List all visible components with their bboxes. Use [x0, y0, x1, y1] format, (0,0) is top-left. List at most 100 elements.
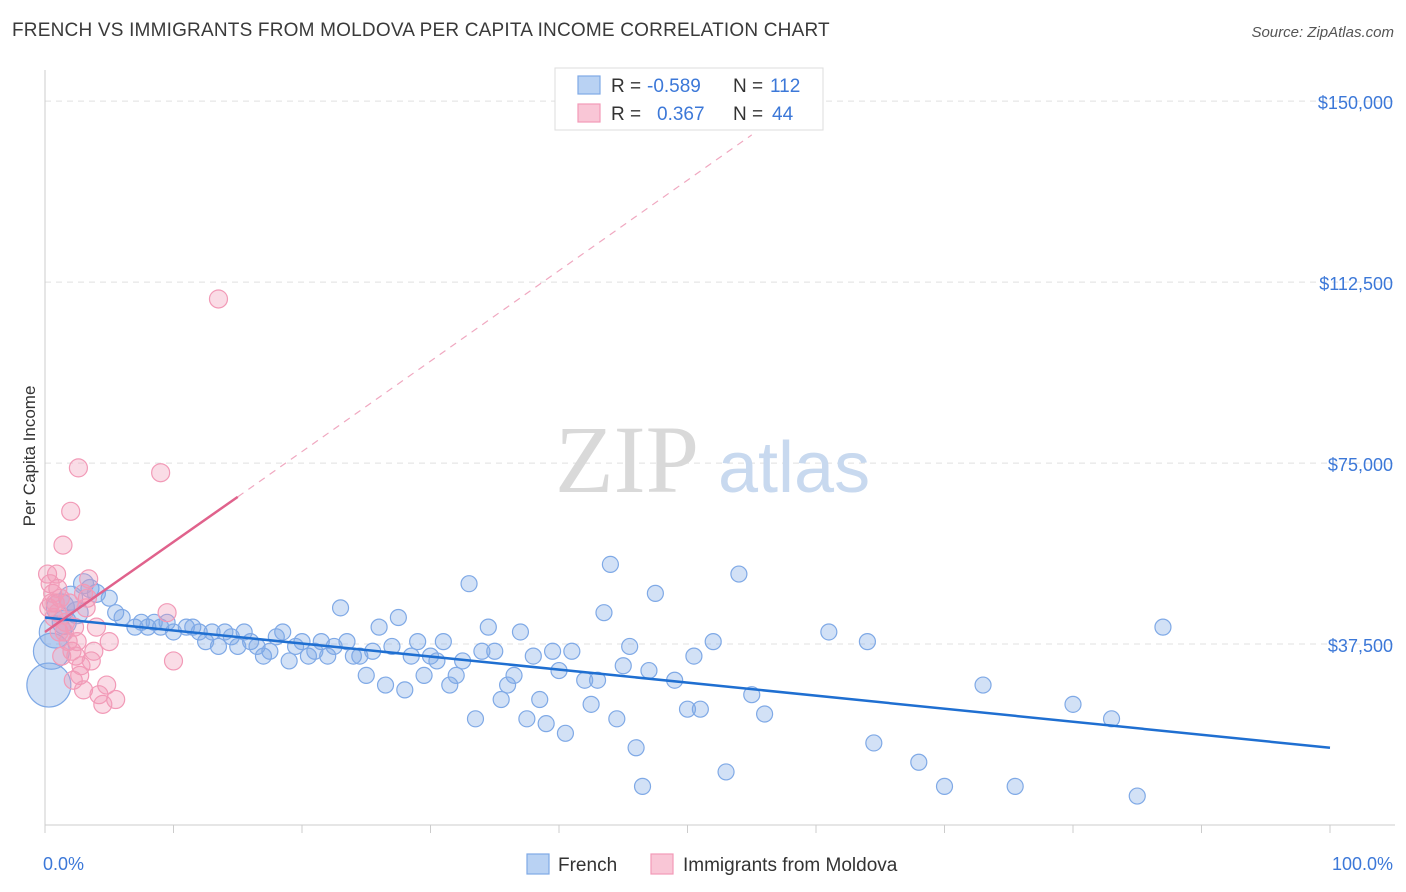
moldova-point-30	[48, 578, 68, 599]
french-point-10	[100, 589, 118, 607]
french-point-73	[518, 710, 536, 728]
moldova-point-38	[64, 617, 85, 637]
moldova-point-9	[61, 501, 81, 521]
trend-line-moldova-extension	[237, 134, 753, 498]
french-point-35	[274, 623, 292, 641]
french-point-62	[447, 666, 465, 685]
legend-n-value-moldova: 44	[772, 104, 794, 125]
moldova-point-37	[59, 593, 80, 613]
french-point-90	[633, 777, 652, 795]
french-point-25	[209, 637, 228, 656]
moldova-point-7	[55, 612, 76, 632]
trend-line-french	[44, 616, 1331, 750]
french-point-66	[473, 642, 491, 660]
french-point-80	[563, 642, 581, 660]
french-point-74	[524, 647, 542, 665]
french-point-36	[280, 652, 298, 670]
french-point-48	[357, 666, 375, 685]
legend-swatch-moldova	[577, 103, 601, 123]
french-point-50	[370, 618, 388, 636]
french-point-111	[1128, 787, 1146, 805]
french-point-69	[492, 690, 510, 709]
trend-lines	[44, 134, 1331, 750]
moldova-point-18	[84, 641, 104, 661]
series-moldova	[37, 289, 229, 714]
french-point-105	[910, 753, 928, 771]
moldova-point-32	[67, 632, 87, 652]
gridlines	[45, 100, 1395, 645]
moldova-point-13	[71, 656, 91, 676]
moldova-point-22	[97, 675, 117, 695]
moldova-point-16	[79, 569, 99, 589]
french-point-94	[678, 700, 697, 718]
x-tick-marks	[44, 825, 1331, 833]
legend-n-label-moldova: N =	[733, 104, 763, 125]
french-point-84	[595, 604, 613, 622]
french-point-83	[588, 671, 607, 689]
y-tick-label-2: $112,500	[1319, 274, 1393, 294]
french-point-42	[319, 647, 337, 665]
french-point-104	[865, 734, 883, 752]
moldova-point-42	[52, 646, 72, 666]
french-point-86	[608, 710, 626, 728]
moldova-point-39	[70, 665, 90, 686]
moldova-point-23	[99, 632, 119, 652]
french-point-68	[486, 642, 504, 660]
legend-r-value-moldova: 0.367	[657, 104, 705, 125]
french-point-85	[601, 555, 620, 574]
french-point-112	[1154, 618, 1172, 636]
moldova-point-6	[53, 535, 73, 555]
watermark-atlas: atlas	[718, 428, 870, 508]
french-point-64	[460, 575, 478, 593]
french-point-54	[396, 681, 414, 699]
chart-title: FRENCH VS IMMIGRANTS FROM MOLDOVA PER CA…	[12, 20, 830, 41]
bottom-legend: French Immigrants from Moldova	[526, 853, 898, 876]
french-point-52	[383, 637, 401, 656]
french-point-60	[434, 633, 452, 651]
french-point-0	[26, 662, 72, 708]
french-point-29	[235, 623, 253, 641]
moldova-point-28	[208, 289, 229, 309]
legend-n-label-french: N =	[733, 76, 763, 97]
french-point-53	[389, 608, 407, 627]
moldova-point-14	[73, 680, 94, 700]
french-point-109	[1064, 695, 1082, 713]
french-point-97	[704, 633, 722, 651]
french-point-45	[338, 633, 356, 651]
french-point-102	[820, 623, 838, 641]
french-point-65	[466, 710, 485, 728]
french-point-72	[511, 623, 530, 641]
french-point-40	[306, 642, 324, 660]
y-tick-label-0: $37,500	[1328, 636, 1393, 656]
moldova-point-27	[163, 651, 184, 671]
french-point-57	[415, 666, 433, 685]
french-point-56	[409, 633, 427, 651]
y-tick-labels: $37,500 $75,000 $112,500 $150,000	[1318, 93, 1393, 656]
french-point-79	[556, 724, 575, 742]
french-point-44	[331, 599, 350, 617]
french-point-59	[428, 652, 446, 670]
moldova-point-21	[93, 694, 113, 714]
y-axis-label: Per Capita Income	[20, 386, 39, 527]
french-point-33	[261, 642, 279, 660]
french-point-70	[499, 676, 517, 694]
chart-source: Source: ZipAtlas.com	[1251, 24, 1394, 41]
moldova-point-43	[62, 641, 82, 661]
french-point-96	[691, 700, 709, 718]
trend-line-moldova	[44, 495, 239, 633]
moldova-point-26	[157, 603, 177, 623]
french-point-101	[755, 705, 774, 723]
y-tick-label-3: $150,000	[1318, 93, 1393, 113]
moldova-point-41	[46, 564, 67, 584]
french-point-82	[582, 695, 600, 713]
legend-n-value-french: 112	[770, 76, 800, 97]
bottom-legend-swatch-french	[526, 853, 550, 875]
moldova-point-12	[68, 458, 89, 478]
bottom-legend-label-moldova: Immigrants from Moldova	[683, 855, 898, 876]
french-point-91	[640, 661, 658, 680]
french-point-75	[531, 690, 549, 709]
french-point-77	[543, 642, 562, 660]
french-point-107	[974, 676, 992, 694]
french-point-71	[505, 666, 523, 685]
watermark-zip: ZIP	[555, 406, 699, 513]
